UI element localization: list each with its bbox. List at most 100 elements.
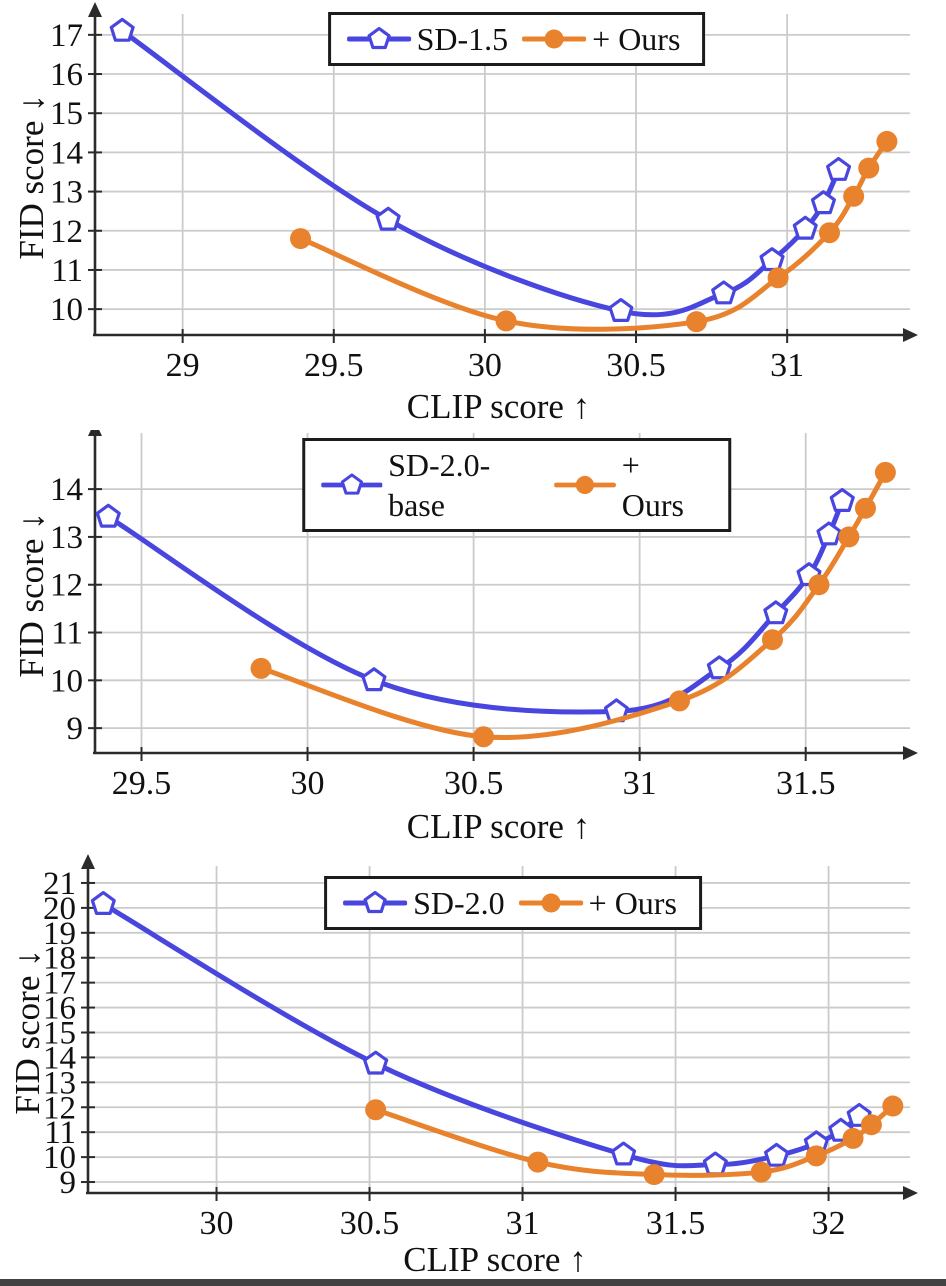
y-tick-label: 12 bbox=[50, 214, 83, 250]
data-point-marker bbox=[608, 298, 634, 322]
y-tick-label: 13 bbox=[43, 1065, 76, 1101]
data-point-marker bbox=[109, 17, 135, 42]
data-point-marker bbox=[365, 1099, 387, 1121]
legend-label: SD-2.0-base bbox=[388, 447, 491, 523]
data-point-marker bbox=[340, 473, 363, 495]
y-tick-label: 21 bbox=[43, 866, 76, 902]
data-point-marker bbox=[363, 890, 387, 914]
x-tick-label: 31 bbox=[770, 347, 804, 384]
x-tick-label: 30 bbox=[468, 347, 502, 384]
data-point-marker bbox=[876, 130, 898, 152]
circle-marker-swatch-icon bbox=[554, 475, 616, 495]
data-point-marker bbox=[764, 1142, 790, 1167]
x-axis-label: CLIP score ↑ bbox=[406, 807, 591, 846]
plot-sd-2-0-base: 29.5 30 30.5 31 31.5 9 10 11 12 13 14 bbox=[50, 430, 918, 802]
y-tick-label: 14 bbox=[50, 472, 83, 508]
y-tick-label: 16 bbox=[43, 991, 76, 1027]
y-axis-arrow-icon bbox=[88, 2, 102, 17]
y-tick-label: 12 bbox=[43, 1090, 76, 1126]
legend-item: + Ours bbox=[554, 445, 713, 525]
data-point-marker bbox=[860, 1114, 882, 1136]
data-point-marker bbox=[611, 1141, 637, 1166]
y-tick-label: 13 bbox=[50, 175, 83, 211]
data-point-marker bbox=[250, 657, 272, 679]
data-point-marker bbox=[363, 1050, 389, 1075]
x-tick-label: 30 bbox=[291, 765, 325, 802]
y-tick-label: 20 bbox=[43, 891, 76, 927]
legend-item: SD-1.5 bbox=[346, 19, 515, 59]
legend-item: + Ours bbox=[522, 19, 686, 59]
data-point-marker bbox=[541, 893, 561, 913]
data-point-marker bbox=[290, 228, 312, 250]
y-tick-label: 14 bbox=[43, 1040, 76, 1076]
x-tick-label: 31 bbox=[506, 1205, 540, 1242]
circle-marker-swatch-icon bbox=[522, 29, 587, 49]
data-point-marker bbox=[668, 690, 690, 712]
legend: SD-2.0 + Ours bbox=[324, 876, 702, 930]
data-point-marker bbox=[829, 488, 855, 512]
data-point-marker bbox=[90, 891, 116, 915]
x-axis-label: CLIP score ↑ bbox=[406, 387, 591, 426]
legend-label: SD-1.5 bbox=[416, 21, 509, 57]
data-point-marker bbox=[375, 206, 401, 231]
data-point-marker bbox=[711, 280, 737, 305]
legend-item: SD-2.0 bbox=[343, 883, 511, 923]
y-axis-arrow-icon bbox=[88, 430, 102, 436]
y-tick-label: 10 bbox=[50, 292, 83, 328]
data-point-marker bbox=[527, 1151, 549, 1173]
y-tick-label: 17 bbox=[50, 18, 83, 54]
data-point-marker bbox=[842, 1127, 864, 1149]
x-tick-label: 30.5 bbox=[340, 1205, 400, 1242]
pentagon-marker-swatch-icon bbox=[343, 890, 408, 914]
data-point-marker bbox=[843, 185, 865, 207]
y-axis-label: FID score ↓ bbox=[12, 512, 51, 678]
series-line-base-model bbox=[100, 901, 862, 1169]
data-point-marker bbox=[808, 574, 830, 596]
data-point-marker bbox=[763, 600, 789, 625]
data-point-marker bbox=[685, 311, 707, 333]
y-tick-label: 14 bbox=[50, 135, 83, 171]
legend-label: + Ours bbox=[621, 447, 684, 523]
data-point-marker bbox=[473, 726, 495, 748]
pentagon-marker-swatch-icon bbox=[346, 26, 411, 50]
data-point-marker bbox=[544, 29, 564, 49]
x-axis-arrow-icon bbox=[903, 328, 918, 342]
y-tick-label: 15 bbox=[43, 1015, 76, 1051]
x-axis-arrow-icon bbox=[903, 1186, 918, 1200]
x-tick-label: 32 bbox=[812, 1205, 846, 1242]
y-tick-label: 17 bbox=[43, 966, 76, 1002]
y-tick-label: 18 bbox=[43, 941, 76, 977]
x-axis-label: CLIP score ↑ bbox=[403, 1240, 587, 1279]
x-tick-label: 30.5 bbox=[444, 765, 504, 802]
legend: SD-2.0-base + Ours bbox=[301, 438, 732, 532]
data-point-marker bbox=[818, 222, 840, 244]
y-tick-label: 19 bbox=[43, 916, 76, 952]
data-point-marker bbox=[854, 497, 876, 519]
x-tick-label: 29.5 bbox=[304, 347, 364, 384]
x-tick-label: 31.5 bbox=[776, 765, 836, 802]
y-tick-label: 15 bbox=[50, 96, 83, 132]
series-line-base-model bbox=[119, 28, 842, 318]
legend-label: + Ours bbox=[588, 885, 677, 921]
y-tick-label: 13 bbox=[50, 520, 83, 556]
y-tick-label: 10 bbox=[43, 1140, 76, 1176]
chart-sd-2-0: 30 30.5 31 31.5 32 9 10 11 12 13 14 15 16 17 18 19 20 21 … bbox=[0, 850, 946, 1279]
data-point-marker bbox=[761, 629, 783, 651]
data-point-marker bbox=[750, 1161, 772, 1183]
y-tick-label: 9 bbox=[67, 711, 84, 747]
circle-marker-swatch-icon bbox=[518, 893, 583, 913]
x-tick-label: 29 bbox=[166, 347, 200, 384]
legend-item: SD-2.0-base bbox=[320, 445, 547, 525]
x-tick-label: 31 bbox=[623, 765, 657, 802]
y-axis-label: FID score ↓ bbox=[12, 93, 51, 260]
y-tick-label: 10 bbox=[50, 663, 83, 699]
x-axis-arrow-icon bbox=[903, 746, 918, 760]
series-line-base-model bbox=[105, 498, 845, 715]
data-point-marker bbox=[643, 1164, 665, 1186]
y-tick-label: 12 bbox=[50, 568, 83, 604]
bottom-edge-strip bbox=[0, 1279, 946, 1286]
data-point-marker bbox=[95, 503, 121, 528]
data-point-marker bbox=[805, 1145, 827, 1167]
